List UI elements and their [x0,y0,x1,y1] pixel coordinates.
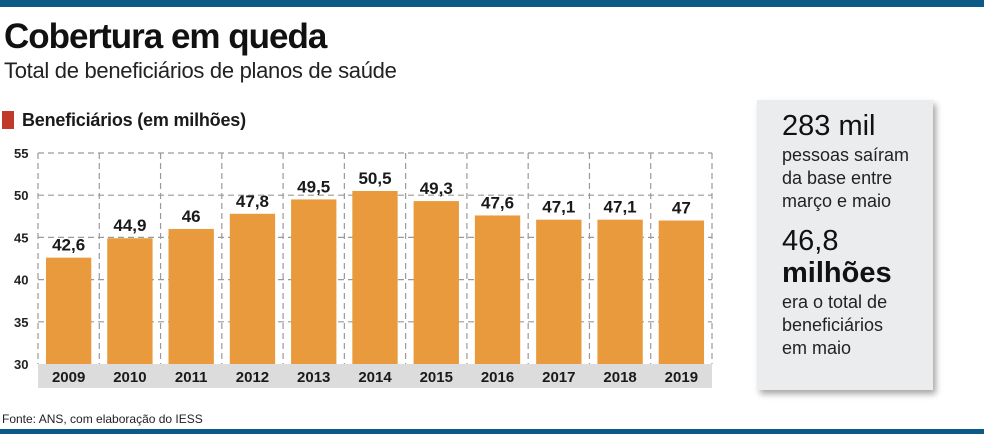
legend-label: Beneficiários (em milhões) [22,109,246,130]
y-tick-label: 35 [14,315,28,330]
y-tick-label: 40 [14,273,28,288]
bar [658,220,705,364]
bar-value-label: 47,1 [604,198,637,217]
x-tick-label: 2010 [113,369,146,386]
source-note: Fonte: ANS, com elaboração do IESS [2,412,203,426]
stat2-line: em maio [782,338,852,358]
stat1-description: pessoas saíram da base entre março e mai… [782,144,932,213]
bar [597,219,643,364]
bar [229,213,276,364]
callout-box: 283 mil pessoas saíram da base entre mar… [757,100,933,390]
chart-subtitle: Total de beneficiários de planos de saúd… [4,58,397,83]
bar-value-label: 47 [672,199,691,218]
x-tick-label: 2011 [175,369,208,386]
bar-value-label: 50,5 [358,169,391,188]
x-tick-label: 2012 [236,369,269,386]
bottom-rule [0,429,984,434]
stat2-unit: milhões [782,257,892,289]
bar-value-label: 46 [182,207,201,226]
bar [413,201,459,364]
bar-value-label: 49,5 [297,177,330,196]
x-tick-label: 2018 [603,369,636,386]
x-tick-label: 2013 [297,369,330,386]
y-tick-label: 50 [14,188,28,203]
bar-value-label: 42,6 [52,236,85,255]
top-rule [0,0,984,7]
x-tick-label: 2016 [481,369,514,386]
stat2-description: era o total de beneficiários em maio [782,291,932,360]
x-tick-label: 2015 [420,369,453,386]
x-axis-band [38,364,712,388]
bar-chart: 30 35 40 45 50 55 42,6 2009 44,9 2010 46 2011 47,8 20… [14,146,713,388]
y-tick-label: 30 [14,357,28,372]
bar-value-label: 49,3 [420,179,453,198]
bar-value-label: 47,1 [542,198,575,217]
chart-title: Cobertura em queda [4,17,327,56]
bar [45,257,92,364]
bar [107,238,153,364]
x-tick-label: 2014 [358,369,392,386]
legend-swatch [2,111,14,129]
stat2: 46,8 milhões era o total de beneficiário… [782,225,932,360]
callout-content: 283 mil pessoas saíram da base entre mar… [782,110,932,360]
y-tick-label: 45 [14,230,28,245]
x-tick-label: 2009 [52,369,85,386]
y-tick-label: 55 [14,146,28,161]
stat2-line: era o total de [782,292,888,312]
bar-value-label: 47,6 [481,193,514,212]
bar-value-label: 47,8 [236,192,269,211]
stat1-line: da base entre [782,168,893,188]
stat2-value: 46,8 [782,225,839,257]
bar [291,199,337,364]
stat2-line: beneficiários [782,315,884,335]
x-tick-label: 2019 [665,369,698,386]
bar [536,219,582,364]
x-tick-label: 2017 [542,369,575,386]
legend: Beneficiários (em milhões) [2,110,246,130]
bar [474,215,521,364]
bar-value-label: 44,9 [113,216,146,235]
stat1-line: pessoas saíram [782,145,910,165]
bar [168,228,214,364]
bar [352,190,398,364]
stat1-value: 283 mil [782,110,876,142]
stat1-line: março e maio [782,191,892,211]
